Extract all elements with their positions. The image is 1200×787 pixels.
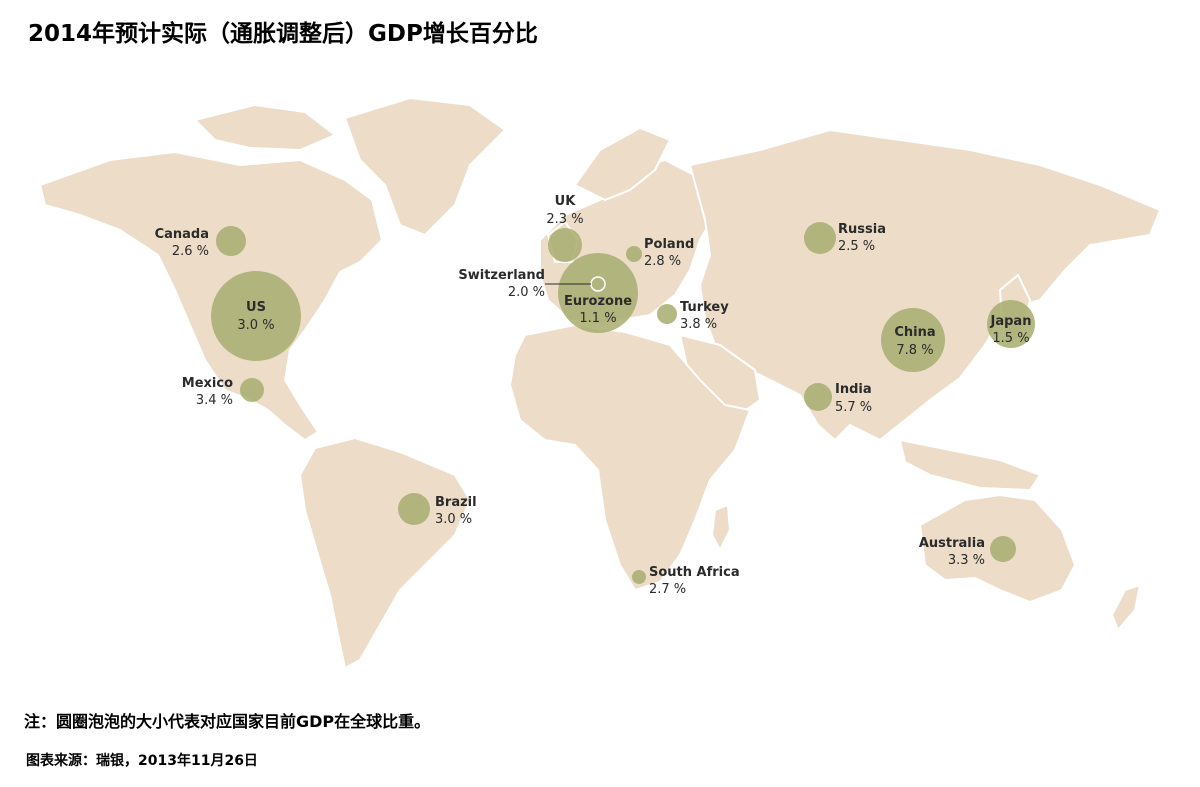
bubble-south-africa	[632, 570, 646, 584]
footnote: 注：圆圈泡泡的大小代表对应国家目前GDP在全球比重。	[24, 712, 431, 731]
bubble-turkey	[657, 304, 677, 324]
label-name-canada: Canada	[155, 227, 209, 242]
land-se-asia	[898, 438, 1042, 492]
label-value-switzerland: 2.0 %	[508, 285, 545, 300]
label-value-china: 7.8 %	[896, 343, 933, 358]
bubble-australia	[990, 536, 1016, 562]
label-name-india: India	[835, 382, 872, 397]
label-value-poland: 2.8 %	[644, 254, 681, 269]
label-name-poland: Poland	[644, 237, 694, 252]
label-value-south-africa: 2.7 %	[649, 582, 686, 597]
label-value-canada: 2.6 %	[172, 244, 209, 259]
label-name-china: China	[894, 325, 935, 340]
label-name-turkey: Turkey	[680, 300, 729, 315]
land-asia	[688, 128, 1162, 442]
world-map: Canada 2.6 % US 3.0 % Mexico 3.4 % Brazi…	[38, 96, 1162, 670]
bubble-india	[804, 383, 832, 411]
bubble-china	[881, 308, 945, 372]
label-name-uk: UK	[555, 194, 577, 209]
bubble-japan	[987, 300, 1035, 348]
label-value-brazil: 3.0 %	[435, 512, 472, 527]
land-africa	[508, 323, 752, 592]
bubble-canada	[216, 226, 246, 256]
label-value-turkey: 3.8 %	[680, 317, 717, 332]
land-arctic-islands	[193, 103, 337, 152]
source-line: 图表来源：瑞银，2013年11月26日	[26, 753, 258, 769]
label-name-us: US	[246, 300, 266, 315]
bubble-brazil	[398, 493, 430, 525]
bubble-russia	[804, 222, 836, 254]
label-value-russia: 2.5 %	[838, 239, 875, 254]
label-name-mexico: Mexico	[182, 376, 233, 391]
land-new-zealand	[1110, 583, 1142, 632]
label-name-south-africa: South Africa	[649, 565, 740, 580]
bubble-poland	[626, 246, 642, 262]
bubble-us	[211, 271, 301, 361]
land-north-america	[38, 150, 384, 442]
bubble-layer: Canada 2.6 % US 3.0 % Mexico 3.4 % Brazi…	[155, 194, 1035, 597]
page-title: 2014年预计实际（通胀调整后）GDP增长百分比	[28, 21, 538, 47]
label-value-india: 5.7 %	[835, 400, 872, 415]
label-value-mexico: 3.4 %	[196, 393, 233, 408]
bubble-eurozone	[558, 253, 638, 333]
bubble-uk	[548, 228, 582, 262]
land-greenland	[343, 96, 507, 237]
bubble-mexico	[240, 378, 264, 402]
label-value-us: 3.0 %	[237, 318, 274, 333]
land-south-america	[298, 436, 472, 670]
label-name-russia: Russia	[838, 222, 886, 237]
land-madagascar	[710, 503, 732, 553]
label-value-australia: 3.3 %	[948, 553, 985, 568]
label-name-japan: Japan	[990, 314, 1032, 329]
label-value-japan: 1.5 %	[992, 331, 1029, 346]
label-name-brazil: Brazil	[435, 495, 477, 510]
land-scandinavia	[573, 126, 672, 202]
label-name-eurozone: Eurozone	[564, 294, 632, 309]
label-name-australia: Australia	[919, 536, 985, 551]
label-value-eurozone: 1.1 %	[579, 311, 616, 326]
label-name-switzerland: Switzerland	[458, 268, 545, 283]
label-value-uk: 2.3 %	[546, 212, 583, 227]
